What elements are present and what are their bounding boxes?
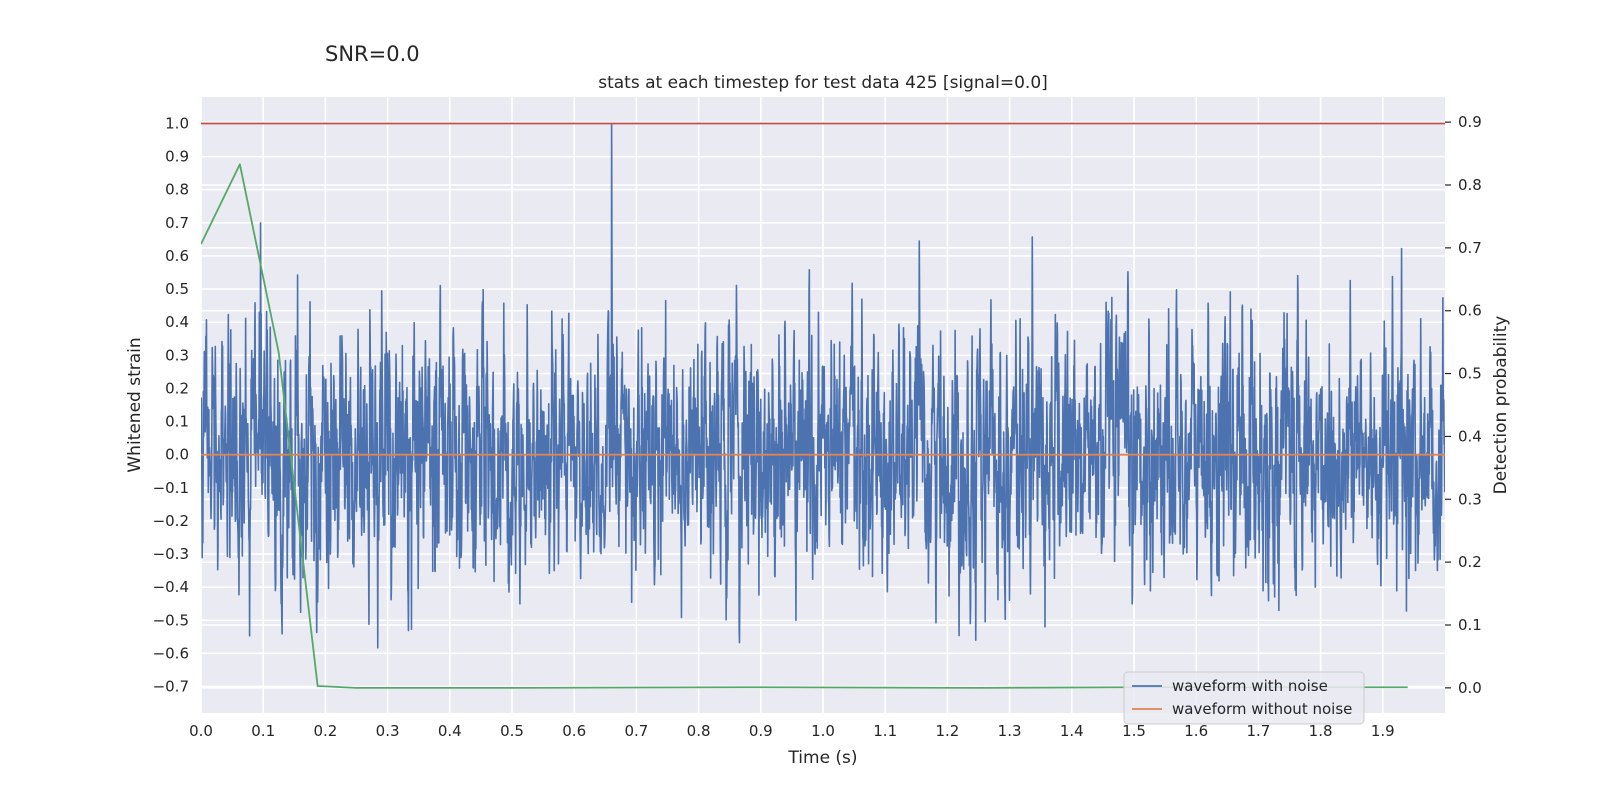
y-tick-label: −0.4 [153, 578, 189, 596]
x-tick-label: 0.8 [687, 722, 711, 740]
y-tick-label: −0.1 [153, 479, 189, 497]
y-tick-label: 0.8 [165, 181, 189, 199]
chart-title: stats at each timestep for test data 425… [598, 73, 1048, 93]
y-tick-label: −0.5 [153, 611, 189, 629]
x-axis-label: Time (s) [787, 748, 857, 768]
series-layer [201, 122, 1445, 689]
y-axis-label: Whitened strain [125, 337, 145, 472]
y-tick-label: −0.6 [153, 644, 189, 662]
y-tick-label: 0.6 [165, 247, 189, 265]
y-tick-label: −0.3 [153, 545, 189, 563]
x-tick-label: 0.1 [251, 722, 275, 740]
legend-box [1123, 671, 1365, 725]
y-tick-label: −0.2 [153, 512, 189, 530]
x-tick-label: 0.4 [438, 722, 462, 740]
y-tick-labels: 1.0 0.9 0.8 0.7 0.6 0.5 0.4 0.3 0.2 0.1 0.0 −0.1 −0.… [153, 114, 189, 695]
y-tick-label: 0.4 [165, 313, 189, 331]
y-tick-label: 0.1 [165, 413, 189, 431]
x-tick-label: 0.2 [313, 722, 337, 740]
y-right-tick-label: 0.2 [1458, 553, 1482, 571]
y-right-tick-label: 0.4 [1458, 427, 1482, 445]
y-right-axis-label: Detection probability [1491, 316, 1511, 495]
y-tick-label: 0.2 [165, 379, 189, 397]
x-tick-label: 0.9 [749, 722, 773, 740]
x-tick-label: 1.7 [1246, 722, 1270, 740]
x-tick-label: 1.3 [998, 722, 1022, 740]
x-tick-label: 0.5 [500, 722, 524, 740]
y-tick-label: 0.7 [165, 214, 189, 232]
y-right-tick-label: 0.6 [1458, 302, 1482, 320]
y-right-tick-label: 0.5 [1458, 365, 1482, 383]
x-tick-label: 1.0 [811, 722, 835, 740]
x-tick-label: 0.0 [189, 722, 213, 740]
y-right-tick-label: 0.1 [1458, 616, 1482, 634]
x-tick-label: 1.9 [1371, 722, 1395, 740]
y-tick-label: 0.3 [165, 346, 189, 364]
legend: waveform with noise waveform without nois… [1123, 671, 1365, 725]
x-tick-label: 0.7 [624, 722, 648, 740]
y-tick-label: 1.0 [165, 114, 189, 132]
y-tick-label: 0.5 [165, 280, 189, 298]
legend-label: waveform without noise [1172, 700, 1352, 718]
y-right-tick-label: 0.7 [1458, 239, 1482, 257]
x-tick-label: 0.6 [562, 722, 586, 740]
y-right-tick-label: 0.8 [1458, 176, 1482, 194]
x-tick-label: 0.3 [376, 722, 400, 740]
x-tick-label: 1.1 [873, 722, 897, 740]
legend-label: waveform with noise [1172, 677, 1328, 695]
y-right-tick-label: 0.0 [1458, 679, 1482, 697]
x-tick-label: 1.2 [935, 722, 959, 740]
x-tick-label: 1.5 [1122, 722, 1146, 740]
y-tick-label: 0.0 [165, 446, 189, 464]
figure-suptitle: SNR=0.0 [325, 42, 420, 66]
x-tick-label: 1.6 [1184, 722, 1208, 740]
y-right-tick-label: 0.3 [1458, 490, 1482, 508]
x-tick-label: 1.4 [1060, 722, 1084, 740]
y-right-tick-label: 0.9 [1458, 113, 1482, 131]
series-line-0 [201, 122, 1445, 649]
x-tick-label: 1.8 [1309, 722, 1333, 740]
x-tick-labels: 0.0 0.1 0.2 0.3 0.4 0.5 0.6 0.7 0.8 0.9 1.0 1.1 1.2 1… [189, 722, 1395, 740]
y-tick-label: 0.9 [165, 148, 189, 166]
y-right-tick-labels: 0.9 0.8 0.7 0.6 0.5 0.4 0.3 0.2 0.1 0.0 [1445, 113, 1482, 697]
series-line-2 [201, 163, 1408, 689]
y-tick-label: −0.7 [153, 678, 189, 696]
